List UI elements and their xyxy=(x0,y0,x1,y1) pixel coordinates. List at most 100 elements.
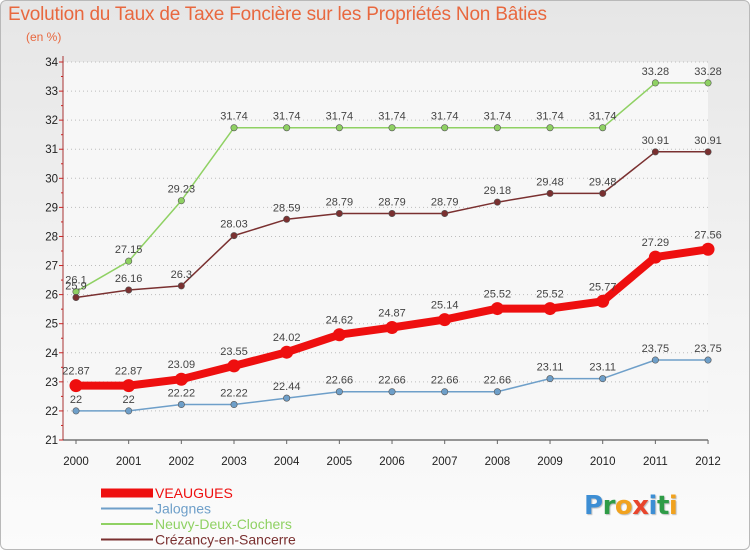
data-point-neuvy-deux-clochers xyxy=(230,124,238,132)
data-point-crezancy-en-sancerre xyxy=(230,232,238,240)
data-label-crezancy-en-sancerre: 30.91 xyxy=(642,135,670,147)
x-tick-label: 2010 xyxy=(590,456,616,468)
y-tick-label: 23 xyxy=(45,377,58,389)
data-label-crezancy-en-sancerre: 30.91 xyxy=(694,135,722,147)
x-tick-label: 2004 xyxy=(274,456,300,468)
data-label-neuvy-deux-clochers: 27.15 xyxy=(115,244,143,256)
data-label-jalognes: 23.75 xyxy=(694,343,722,355)
data-label-jalognes: 22 xyxy=(70,394,82,406)
data-label-jalognes: 23.11 xyxy=(589,362,616,374)
data-point-crezancy-en-sancerre xyxy=(125,286,133,294)
data-point-jalognes xyxy=(283,394,291,402)
data-point-veaugues xyxy=(332,328,346,342)
legend-label-neuvy-deux-clochers: Neuvy-Deux-Clochers xyxy=(155,516,292,532)
data-point-jalognes xyxy=(441,388,449,396)
logo-letter: r xyxy=(602,491,616,521)
data-label-veaugues: 25.14 xyxy=(431,300,459,312)
y-tick-label: 32 xyxy=(45,115,58,127)
data-label-jalognes: 22.66 xyxy=(484,375,512,387)
data-label-crezancy-en-sancerre: 29.48 xyxy=(589,176,617,188)
data-point-neuvy-deux-clochers xyxy=(704,79,712,87)
data-point-jalognes xyxy=(599,375,607,383)
data-point-crezancy-en-sancerre xyxy=(177,282,185,290)
data-label-neuvy-deux-clochers: 33.28 xyxy=(694,66,722,78)
x-tick-label: 2001 xyxy=(116,456,142,468)
data-point-crezancy-en-sancerre xyxy=(388,209,396,217)
data-label-veaugues: 23.09 xyxy=(168,359,196,371)
data-label-crezancy-en-sancerre: 28.79 xyxy=(326,196,354,208)
data-point-neuvy-deux-clochers xyxy=(546,124,554,132)
data-label-crezancy-en-sancerre: 28.59 xyxy=(273,202,301,214)
logo-letter: o xyxy=(614,491,633,521)
x-tick-label: 2005 xyxy=(327,456,353,468)
data-label-neuvy-deux-clochers: 31.74 xyxy=(273,111,301,123)
y-tick-label: 27 xyxy=(45,261,58,273)
data-label-veaugues: 24.02 xyxy=(273,332,301,344)
data-point-neuvy-deux-clochers xyxy=(335,124,343,132)
data-point-crezancy-en-sancerre xyxy=(335,209,343,217)
data-label-crezancy-en-sancerre: 26.16 xyxy=(115,273,143,285)
x-tick-label: 2003 xyxy=(221,456,247,468)
legend-label-jalognes: Jalognes xyxy=(155,501,211,517)
data-label-veaugues: 24.87 xyxy=(378,307,406,319)
data-point-jalognes xyxy=(388,388,396,396)
y-tick-label: 26 xyxy=(45,290,58,302)
data-point-jalognes xyxy=(230,401,238,409)
data-label-neuvy-deux-clochers: 31.74 xyxy=(589,111,617,123)
data-label-neuvy-deux-clochers: 31.74 xyxy=(484,111,512,123)
logo-letter: x xyxy=(632,491,649,521)
data-label-veaugues: 27.29 xyxy=(642,237,670,249)
logo-letter: i xyxy=(648,491,658,521)
data-point-veaugues xyxy=(490,302,504,316)
data-label-neuvy-deux-clochers: 31.74 xyxy=(378,111,406,123)
data-point-jalognes xyxy=(125,407,133,415)
data-point-neuvy-deux-clochers xyxy=(599,124,607,132)
data-label-crezancy-en-sancerre: 29.48 xyxy=(536,176,564,188)
y-tick-label: 25 xyxy=(45,319,58,331)
data-point-veaugues xyxy=(385,320,399,334)
logo-letter: P xyxy=(584,491,603,521)
data-label-neuvy-deux-clochers: 26.1 xyxy=(65,275,86,287)
data-point-neuvy-deux-clochers xyxy=(493,124,501,132)
y-tick-label: 34 xyxy=(45,57,58,69)
data-label-neuvy-deux-clochers: 31.74 xyxy=(220,111,248,123)
data-point-veaugues xyxy=(227,359,241,373)
data-label-neuvy-deux-clochers: 31.74 xyxy=(431,111,459,123)
data-point-neuvy-deux-clochers xyxy=(283,124,291,132)
x-tick-label: 2009 xyxy=(537,456,563,468)
data-point-crezancy-en-sancerre xyxy=(546,189,554,197)
data-label-crezancy-en-sancerre: 28.79 xyxy=(378,196,406,208)
y-tick-label: 30 xyxy=(45,173,58,185)
data-point-neuvy-deux-clochers xyxy=(441,124,449,132)
data-label-veaugues: 27.56 xyxy=(694,229,722,241)
data-label-neuvy-deux-clochers: 33.28 xyxy=(642,66,670,78)
data-label-veaugues: 24.62 xyxy=(326,315,354,327)
data-label-jalognes: 22.66 xyxy=(378,375,406,387)
data-point-veaugues xyxy=(596,294,610,308)
x-tick-label: 2007 xyxy=(432,456,458,468)
data-label-jalognes: 23.75 xyxy=(642,343,670,355)
data-point-jalognes xyxy=(335,388,343,396)
data-label-veaugues: 25.52 xyxy=(536,289,564,301)
data-point-veaugues xyxy=(122,379,136,393)
y-tick-label: 33 xyxy=(45,86,58,98)
data-point-neuvy-deux-clochers xyxy=(125,257,133,265)
y-tick-label: 22 xyxy=(45,406,58,418)
data-label-veaugues: 25.52 xyxy=(484,289,512,301)
data-point-veaugues xyxy=(648,250,662,264)
proxiti-logo: Proxiti xyxy=(584,491,678,521)
data-point-jalognes xyxy=(72,407,80,415)
data-point-veaugues xyxy=(69,379,83,393)
data-label-jalognes: 22 xyxy=(123,394,135,406)
data-label-neuvy-deux-clochers: 31.74 xyxy=(536,111,564,123)
y-unit-label: (en %) xyxy=(26,30,62,44)
data-point-crezancy-en-sancerre xyxy=(704,148,712,156)
data-point-jalognes xyxy=(546,375,554,383)
x-tick-label: 2006 xyxy=(379,456,405,468)
data-label-jalognes: 22.66 xyxy=(431,375,459,387)
data-point-veaugues xyxy=(280,345,294,359)
data-label-crezancy-en-sancerre: 25.9 xyxy=(65,281,86,293)
data-point-veaugues xyxy=(174,372,188,386)
y-tick-label: 24 xyxy=(45,348,58,360)
